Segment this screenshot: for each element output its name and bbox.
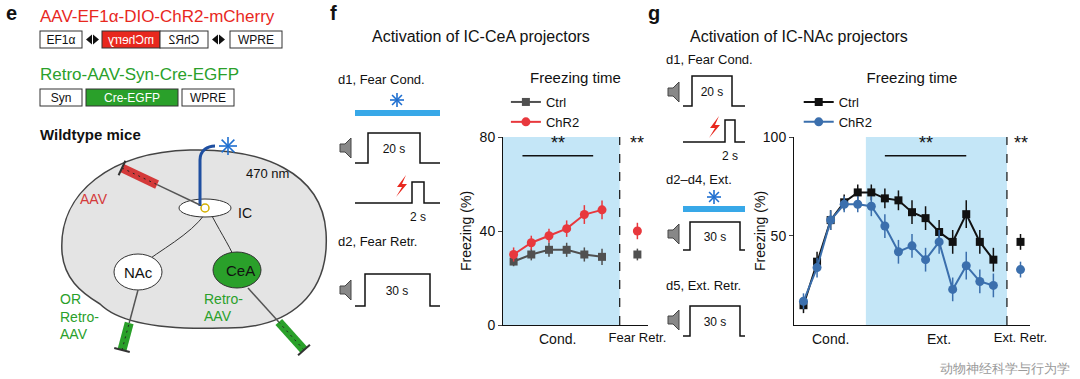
svg-text:Syn: Syn xyxy=(51,91,72,105)
svg-text:Retro-: Retro- xyxy=(204,291,243,307)
svg-text:30 s: 30 s xyxy=(704,230,727,244)
svg-text:Wildtype mice: Wildtype mice xyxy=(40,126,141,143)
svg-text:g: g xyxy=(648,2,660,24)
svg-text:AAV: AAV xyxy=(80,191,108,207)
svg-text:Cre-EGFP: Cre-EGFP xyxy=(104,91,160,105)
svg-text:Freezing (%): Freezing (%) xyxy=(752,191,768,271)
svg-text:Cond.: Cond. xyxy=(539,331,576,347)
svg-text:d1, Fear Cond.: d1, Fear Cond. xyxy=(666,52,753,67)
svg-text:IC: IC xyxy=(238,205,252,221)
svg-text:**: ** xyxy=(1014,133,1028,153)
svg-text:ChR2: ChR2 xyxy=(168,33,199,47)
svg-text:OR: OR xyxy=(60,291,81,307)
svg-text:20 s: 20 s xyxy=(383,142,406,156)
svg-text:d2, Fear Retr.: d2, Fear Retr. xyxy=(338,234,417,249)
svg-text:d5, Ext. Retr.: d5, Ext. Retr. xyxy=(666,278,741,293)
svg-text:Activation of IC-NAc projector: Activation of IC-NAc projectors xyxy=(690,28,908,45)
svg-text:Fear Retr.: Fear Retr. xyxy=(608,330,666,345)
svg-text:30 s: 30 s xyxy=(386,284,409,298)
svg-text:NAc: NAc xyxy=(124,264,153,281)
svg-text:40: 40 xyxy=(480,223,496,239)
svg-text:Ctrl: Ctrl xyxy=(546,95,566,110)
svg-text:ChR2: ChR2 xyxy=(546,115,579,130)
svg-text:**: ** xyxy=(551,133,565,153)
svg-text:Retro-: Retro- xyxy=(60,309,99,325)
svg-text:80: 80 xyxy=(480,129,496,145)
svg-text:Ext. Retr.: Ext. Retr. xyxy=(994,330,1047,345)
svg-text:mCherry: mCherry xyxy=(108,33,154,47)
svg-text:Freezing time: Freezing time xyxy=(530,69,621,86)
svg-text:动物神经科学与行为学: 动物神经科学与行为学 xyxy=(940,361,1070,376)
svg-text:AAV: AAV xyxy=(204,308,232,324)
svg-text:Retro-AAV-Syn-Cre-EGFP: Retro-AAV-Syn-Cre-EGFP xyxy=(40,65,239,84)
svg-text:ChR2: ChR2 xyxy=(839,115,872,130)
svg-text:470 nm: 470 nm xyxy=(246,166,289,181)
svg-text:Ext.: Ext. xyxy=(927,331,951,347)
svg-text:2 s: 2 s xyxy=(410,210,426,224)
svg-text:Freezing time: Freezing time xyxy=(867,69,958,86)
svg-text:d2–d4, Ext.: d2–d4, Ext. xyxy=(666,172,732,187)
svg-text:AAV-EF1α-DIO-ChR2-mCherry: AAV-EF1α-DIO-ChR2-mCherry xyxy=(40,7,275,26)
svg-text:WPRE: WPRE xyxy=(238,33,274,47)
svg-text:d1, Fear Cond.: d1, Fear Cond. xyxy=(338,72,425,87)
svg-text:Activation of IC-CeA projector: Activation of IC-CeA projectors xyxy=(372,28,590,45)
svg-text:CeA: CeA xyxy=(226,262,255,279)
svg-text:30 s: 30 s xyxy=(704,315,727,329)
svg-text:**: ** xyxy=(630,133,644,153)
svg-text:e: e xyxy=(6,2,17,24)
svg-text:2 s: 2 s xyxy=(722,149,738,163)
svg-text:f: f xyxy=(330,2,337,24)
svg-text:**: ** xyxy=(919,133,933,153)
svg-text:20 s: 20 s xyxy=(701,85,724,99)
svg-text:0: 0 xyxy=(487,317,495,333)
svg-text:50: 50 xyxy=(771,228,787,244)
svg-text:100: 100 xyxy=(763,129,787,145)
svg-text:Cond.: Cond. xyxy=(812,331,849,347)
svg-text:EF1α: EF1α xyxy=(47,33,76,47)
svg-text:WPRE: WPRE xyxy=(190,91,226,105)
svg-text:AAV: AAV xyxy=(60,326,88,342)
svg-text:Freezing (%): Freezing (%) xyxy=(458,191,474,271)
svg-text:Ctrl: Ctrl xyxy=(839,95,859,110)
